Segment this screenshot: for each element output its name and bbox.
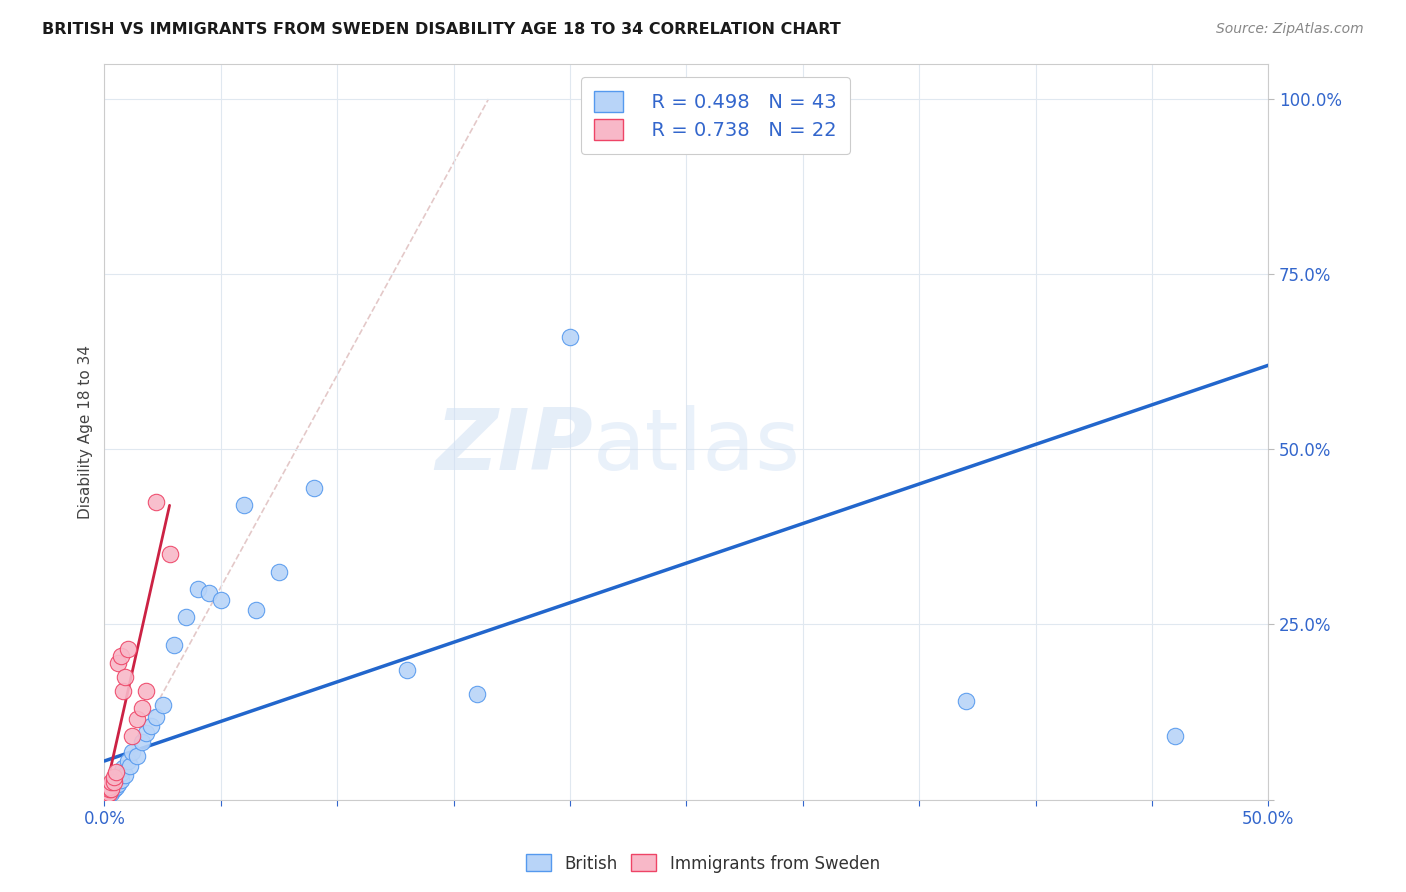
Point [1164,730,1187,744]
Point [100,775,122,789]
Point [125,749,148,764]
Point [110,772,132,787]
Point [117,754,139,768]
Point [111,684,134,698]
Point [139,719,162,733]
Point [131,735,153,749]
Point [98,780,121,794]
Point [98,785,121,799]
Point [110,648,132,663]
Point [110,765,132,780]
Legend:   R = 0.498   N = 43,   R = 0.738   N = 22: R = 0.498 N = 43, R = 0.738 N = 22 [581,78,851,154]
Point [96,785,118,799]
Point [111,761,134,775]
Point [233,499,256,513]
Point [114,768,136,782]
Point [245,603,267,617]
Point [105,764,128,779]
Y-axis label: Disability Age 18 to 34: Disability Age 18 to 34 [79,345,93,519]
Point [96,787,118,801]
Point [302,481,325,495]
Point [100,777,122,791]
Point [118,759,141,773]
Point [100,782,122,797]
Point [100,780,122,794]
Point [135,684,157,698]
Point [174,610,197,624]
Point [955,694,977,708]
Point [98,782,121,797]
Point [105,772,128,786]
Point [103,782,125,797]
Text: ZIP: ZIP [436,405,593,488]
Point [131,701,153,715]
Point [94,789,117,803]
Point [145,495,167,509]
Point [135,726,157,740]
Point [105,780,128,794]
Point [98,787,121,801]
Point [96,784,118,798]
Point [121,730,143,744]
Point [98,782,121,797]
Point [145,710,167,724]
Text: BRITISH VS IMMIGRANTS FROM SWEDEN DISABILITY AGE 18 TO 34 CORRELATION CHART: BRITISH VS IMMIGRANTS FROM SWEDEN DISABI… [42,22,841,37]
Point [103,770,125,784]
Point [558,330,581,344]
Point [395,663,418,677]
Point [125,712,148,726]
Point [98,784,121,798]
Point [96,789,118,803]
Point [163,639,186,653]
Point [159,547,181,561]
Point [117,641,139,656]
Point [114,670,136,684]
Point [103,775,125,789]
Point [152,698,174,712]
Text: Source: ZipAtlas.com: Source: ZipAtlas.com [1216,22,1364,37]
Point [107,777,129,791]
Point [100,785,122,799]
Point [186,582,208,597]
Text: atlas: atlas [593,405,801,488]
Point [267,565,290,579]
Point [198,586,221,600]
Point [103,780,125,794]
Point [465,688,488,702]
Point [107,656,129,670]
Point [209,593,232,607]
Point [107,770,129,784]
Point [100,782,122,797]
Point [103,775,125,789]
Point [121,745,143,759]
Legend: British, Immigrants from Sweden: British, Immigrants from Sweden [520,847,886,880]
